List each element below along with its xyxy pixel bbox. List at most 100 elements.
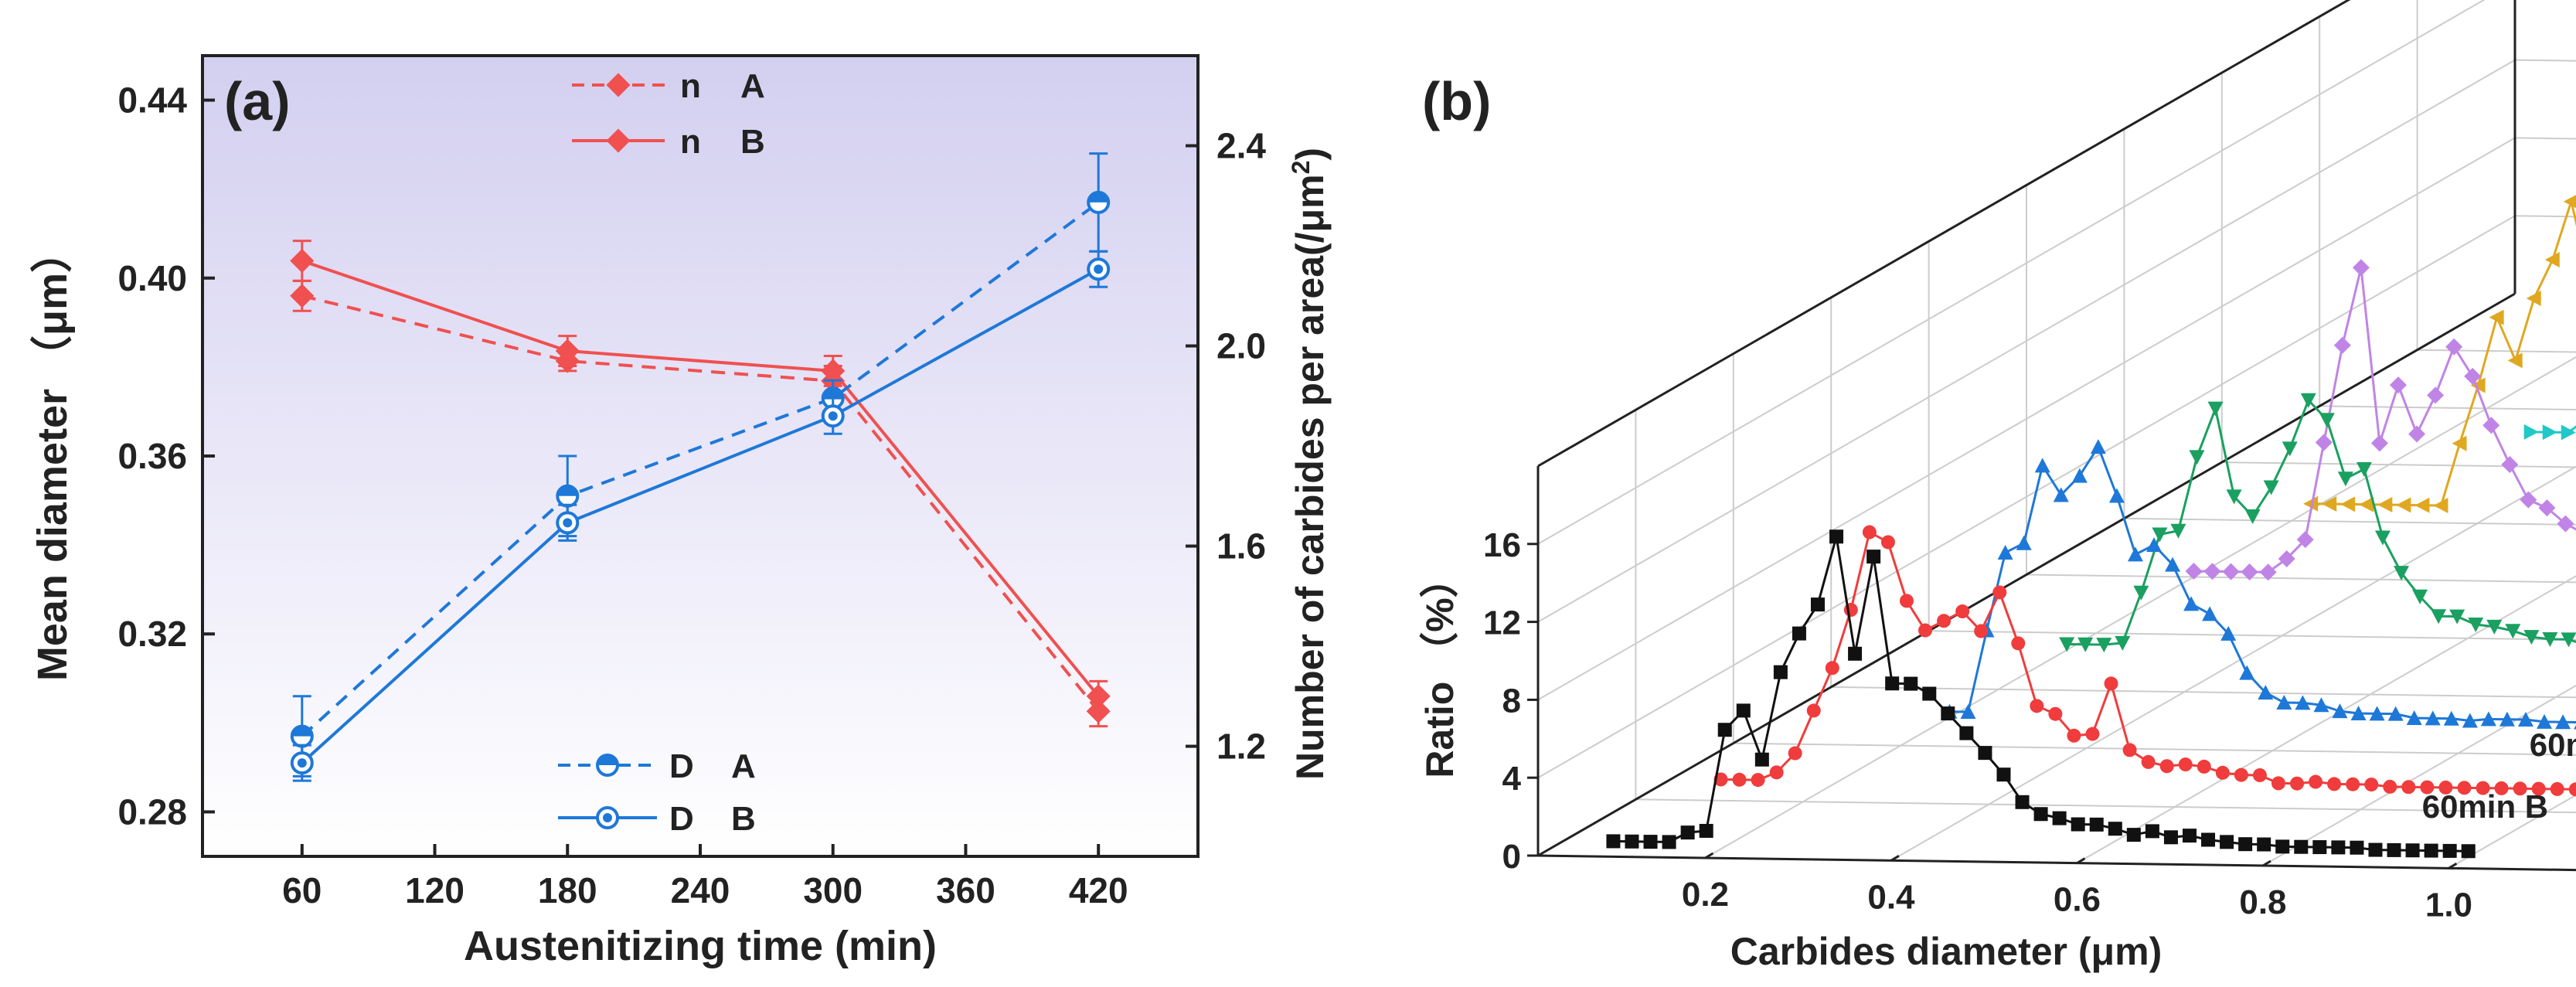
x-tick-label: 60 — [282, 870, 322, 910]
data-point — [821, 359, 846, 383]
data-point — [2374, 530, 2391, 546]
legend-d-b-marker-dot — [603, 813, 612, 822]
data-point — [2387, 842, 2401, 857]
data-point — [2108, 488, 2125, 503]
series-line — [2530, 425, 2576, 434]
panel-a-plot-background — [201, 54, 1200, 858]
data-point — [2542, 631, 2558, 647]
data-point — [2350, 840, 2364, 855]
data-point — [2523, 424, 2539, 440]
data-point — [1997, 545, 2013, 560]
data-point — [1810, 597, 1825, 612]
data-point — [2449, 609, 2465, 625]
x-tick-label: 0.4 — [1867, 878, 1915, 916]
data-point — [2538, 499, 2556, 517]
data-point — [2424, 843, 2438, 858]
data-point — [2048, 706, 2063, 721]
y-tick-label: 8 — [1502, 682, 1521, 720]
data-point — [2278, 550, 2295, 567]
data-point — [2067, 728, 2081, 743]
data-point — [2257, 837, 2271, 852]
left-tick-label: 0.32 — [117, 614, 187, 654]
x-tick-label: 0.2 — [1682, 876, 1729, 914]
data-point — [2239, 665, 2255, 680]
x-tick-mark — [2076, 857, 2086, 864]
left-tick-label: 0.36 — [117, 436, 187, 476]
data-point — [2396, 497, 2411, 513]
data-point — [2207, 401, 2224, 417]
data-point — [2115, 635, 2131, 651]
data-point — [1732, 772, 1747, 787]
data-point — [2202, 606, 2218, 621]
data-point — [2526, 291, 2541, 307]
data-point — [2420, 780, 2435, 795]
data-point — [2563, 195, 2576, 209]
data-point — [2499, 711, 2515, 727]
legend-d-b-suffix: B — [731, 800, 756, 838]
right-axis-title-close: ) — [1288, 148, 1332, 161]
data-point — [1880, 535, 1895, 550]
y-tick-label: 16 — [1483, 526, 1521, 564]
data-point-fill — [822, 388, 843, 399]
data-point — [1899, 594, 1914, 608]
data-point — [2568, 782, 2576, 797]
y-tick-label: 12 — [1483, 604, 1521, 642]
x-tick-label: 300 — [803, 870, 863, 910]
data-point — [2011, 636, 2026, 651]
right-tick-label: 2.4 — [1217, 126, 1266, 166]
data-point — [1960, 704, 1976, 720]
left-tick-label: 0.28 — [117, 791, 187, 832]
data-point — [2241, 563, 2258, 580]
legend-d-b-letter: D — [669, 800, 694, 838]
data-point — [2030, 699, 2044, 713]
data-point — [2542, 424, 2557, 441]
back-wall-h-grid — [2514, 59, 2576, 62]
data-point — [2457, 781, 2472, 795]
data-point-dot — [297, 758, 307, 768]
data-point — [2034, 458, 2050, 473]
data-point — [2561, 424, 2576, 441]
data-point — [2425, 710, 2441, 726]
panel-b-label: (b) — [1422, 71, 1491, 131]
legend-d-a-suffix: A — [731, 747, 756, 785]
panel-a-axes: 60 120 180 240 300 360 420 0.28 0.32 0.36 0.40 0.44… — [117, 80, 1266, 910]
data-point — [2464, 367, 2482, 385]
data-point-fill — [557, 485, 578, 496]
series-line — [1949, 444, 2576, 723]
panel-a-left-axis-title: Mean diameter （μm） — [29, 231, 76, 681]
series-420min-B — [2523, 424, 2576, 441]
data-point — [2259, 563, 2277, 581]
data-point — [2189, 450, 2205, 465]
data-point — [1941, 706, 1955, 721]
floor-depth-grid-line — [1831, 686, 2576, 699]
data-point — [2159, 759, 2174, 774]
floor-depth-grid-line — [2124, 517, 2576, 526]
data-point — [1788, 746, 1802, 761]
data-point — [2145, 824, 2159, 839]
data-point — [1699, 823, 1713, 838]
data-point — [290, 248, 315, 274]
series-60min-B — [1606, 529, 2476, 859]
data-point — [1918, 623, 1933, 638]
data-point — [2331, 840, 2346, 855]
data-point — [555, 339, 580, 363]
data-point — [2364, 778, 2379, 792]
data-point — [2163, 830, 2178, 845]
data-point — [2315, 434, 2333, 451]
data-point — [2203, 563, 2221, 580]
data-point — [2276, 695, 2292, 710]
data-point — [2523, 630, 2540, 645]
data-point — [2104, 676, 2118, 691]
series-180min-B — [1941, 439, 2576, 730]
data-point — [2350, 705, 2367, 720]
data-point — [2555, 714, 2571, 730]
data-point — [2234, 767, 2248, 782]
panel-a-right-axis-title: Number of carbides per area(/μm2) — [1287, 148, 1332, 780]
data-point — [2122, 743, 2137, 757]
floor-left-edge — [1537, 292, 2516, 857]
data-point — [2226, 489, 2242, 505]
data-point — [2406, 710, 2422, 726]
right-tick-label: 1.2 — [1217, 727, 1266, 767]
data-point — [2085, 727, 2100, 741]
